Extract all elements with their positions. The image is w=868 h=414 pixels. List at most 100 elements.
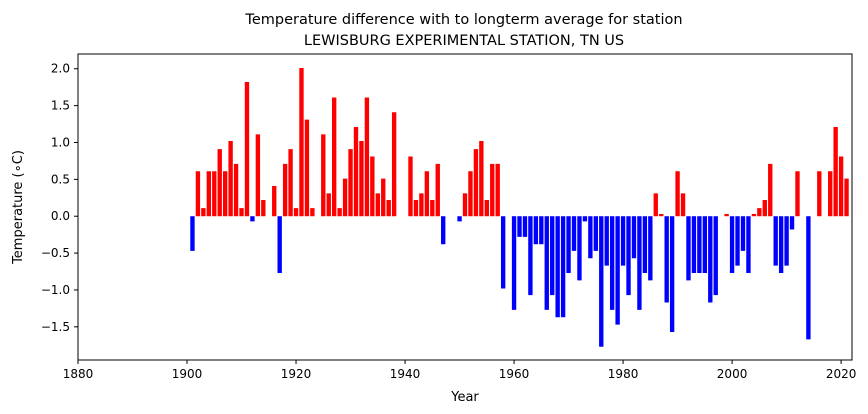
bar-1941 xyxy=(408,156,413,217)
bar-1919 xyxy=(288,149,293,217)
y-tick-label: 1.5 xyxy=(51,99,70,113)
bar-1913 xyxy=(255,134,261,217)
bar-1994 xyxy=(697,216,702,273)
bar-1901 xyxy=(190,216,195,251)
x-tick-label: 1980 xyxy=(608,367,639,381)
bar-1987 xyxy=(659,214,664,217)
bar-1921 xyxy=(299,68,304,217)
bar-1934 xyxy=(370,156,375,217)
x-tick-label: 2020 xyxy=(826,367,857,381)
bar-1922 xyxy=(304,119,310,217)
bar-1902 xyxy=(195,171,201,217)
y-tick-label: 2.0 xyxy=(51,62,70,76)
bar-1968 xyxy=(555,216,560,318)
y-axis-label: Temperature (∘C) xyxy=(11,150,26,265)
y-tick-label: −1.0 xyxy=(41,283,70,297)
bar-1910 xyxy=(239,208,244,217)
bar-1916 xyxy=(272,185,277,217)
bar-2008 xyxy=(773,216,778,266)
y-tick-label: 0.5 xyxy=(51,172,70,186)
bar-1985 xyxy=(648,216,653,281)
bar-1920 xyxy=(293,208,299,217)
bar-1907 xyxy=(222,171,228,217)
x-tick-label: 2000 xyxy=(717,367,748,381)
bar-1982 xyxy=(631,216,637,259)
bar-1950 xyxy=(457,216,462,222)
bar-1914 xyxy=(261,200,266,217)
bar-1977 xyxy=(604,216,609,266)
bar-2018 xyxy=(828,171,833,217)
bar-2005 xyxy=(757,208,762,217)
bar-1929 xyxy=(342,178,348,217)
bar-1932 xyxy=(359,141,364,217)
bar-1973 xyxy=(582,216,588,222)
bar-1944 xyxy=(424,171,430,217)
bar-1981 xyxy=(626,216,631,296)
x-tick-label: 1960 xyxy=(499,367,530,381)
bar-1930 xyxy=(348,149,353,217)
bar-1990 xyxy=(675,171,680,217)
bar-1984 xyxy=(642,216,648,273)
bar-1937 xyxy=(386,200,391,217)
bar-1996 xyxy=(708,216,713,303)
bar-2002 xyxy=(740,216,746,251)
x-tick-label: 1920 xyxy=(281,367,312,381)
bar-1967 xyxy=(550,216,555,296)
bar-1933 xyxy=(364,97,370,217)
bar-1970 xyxy=(566,216,571,273)
bar-1952 xyxy=(468,171,473,217)
bar-1917 xyxy=(277,216,282,273)
bar-1926 xyxy=(326,193,331,217)
bar-1988 xyxy=(664,216,669,303)
bar-2020 xyxy=(838,156,844,217)
bar-1942 xyxy=(413,200,419,217)
bar-1904 xyxy=(206,171,211,217)
bar-2019 xyxy=(833,127,838,217)
bar-1995 xyxy=(702,216,708,273)
bar-1905 xyxy=(212,171,217,217)
bar-1925 xyxy=(321,134,326,217)
bar-1989 xyxy=(669,216,675,332)
plot-frame xyxy=(77,53,853,361)
bar-2011 xyxy=(789,216,795,230)
x-axis-ticks: 1880 1900 1920 1940 1960 1980 2000 2020 xyxy=(63,360,857,381)
bar-1983 xyxy=(637,216,642,310)
bar-1946 xyxy=(435,163,440,217)
bar-1935 xyxy=(375,193,380,217)
y-tick-label: 1.0 xyxy=(51,135,70,149)
y-tick-label: 0.0 xyxy=(51,209,70,223)
chart-title-line-1: Temperature difference with to longterm … xyxy=(244,12,682,28)
bar-2007 xyxy=(768,163,773,217)
bar-1947 xyxy=(441,216,446,245)
bar-1956 xyxy=(490,163,495,217)
bar-1991 xyxy=(680,193,686,217)
bar-1976 xyxy=(599,216,604,347)
bar-1955 xyxy=(484,200,489,217)
bar-1969 xyxy=(560,216,566,318)
x-tick-label: 1900 xyxy=(172,367,203,381)
x-axis-label: Year xyxy=(450,390,479,405)
bar-2016 xyxy=(817,171,822,217)
bar-1957 xyxy=(495,163,500,217)
bar-1911 xyxy=(244,82,250,217)
bar-2009 xyxy=(778,216,784,273)
bar-1979 xyxy=(615,216,620,325)
bar-1938 xyxy=(391,112,397,217)
bar-1931 xyxy=(353,127,359,217)
bar-1953 xyxy=(473,149,479,217)
bar-1954 xyxy=(479,141,484,217)
y-tick-label: −0.5 xyxy=(41,246,70,260)
bar-2006 xyxy=(762,200,767,217)
bar-1992 xyxy=(686,216,691,281)
bar-1993 xyxy=(691,216,697,273)
bar-1912 xyxy=(250,216,255,222)
bar-1923 xyxy=(310,208,315,217)
bar-1978 xyxy=(609,216,615,310)
chart-title-line-2: LEWISBURG EXPERIMENTAL STATION, TN US xyxy=(304,33,624,49)
bar-1936 xyxy=(381,178,386,217)
bar-1927 xyxy=(332,97,337,217)
bar-1980 xyxy=(620,216,626,266)
bar-1909 xyxy=(233,163,239,217)
x-tick-label: 1940 xyxy=(390,367,421,381)
